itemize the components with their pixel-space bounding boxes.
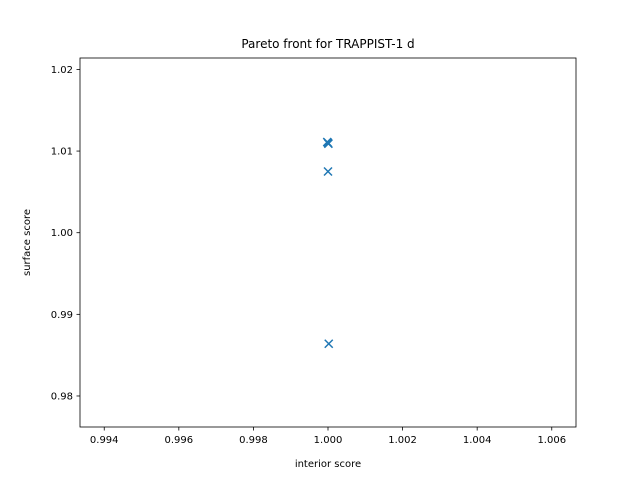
- data-point: [323, 166, 333, 177]
- y-axis-label: surface score: [22, 209, 33, 276]
- data-point: [323, 139, 333, 149]
- y-axis-ticks: 0.98 0.99 1.00 1.01 1.02: [51, 65, 80, 402]
- x-tick-label: 1.000: [314, 435, 343, 446]
- x-tick-label: 1.002: [388, 435, 417, 446]
- x-tick-label: 0.994: [90, 435, 119, 446]
- data-points: [322, 137, 334, 349]
- y-tick-label: 1.02: [51, 65, 73, 76]
- y-tick-label: 0.99: [51, 310, 73, 321]
- y-tick-label: 1.01: [51, 147, 73, 158]
- chart-title: Pareto front for TRAPPIST-1 d: [241, 37, 414, 51]
- x-axis-ticks: 0.994 0.996 0.998 1.000 1.002 1.004 1.006: [90, 427, 566, 446]
- plot-frame: [79, 57, 577, 428]
- x-tick-label: 1.004: [463, 435, 492, 446]
- y-tick-label: 0.98: [51, 391, 73, 402]
- x-axis-label: interior score: [295, 459, 361, 470]
- data-point: [324, 339, 334, 349]
- y-tick-label: 1.00: [51, 228, 73, 239]
- x-tick-label: 1.006: [537, 435, 566, 446]
- x-tick-label: 0.996: [165, 435, 194, 446]
- x-tick-label: 0.998: [239, 435, 268, 446]
